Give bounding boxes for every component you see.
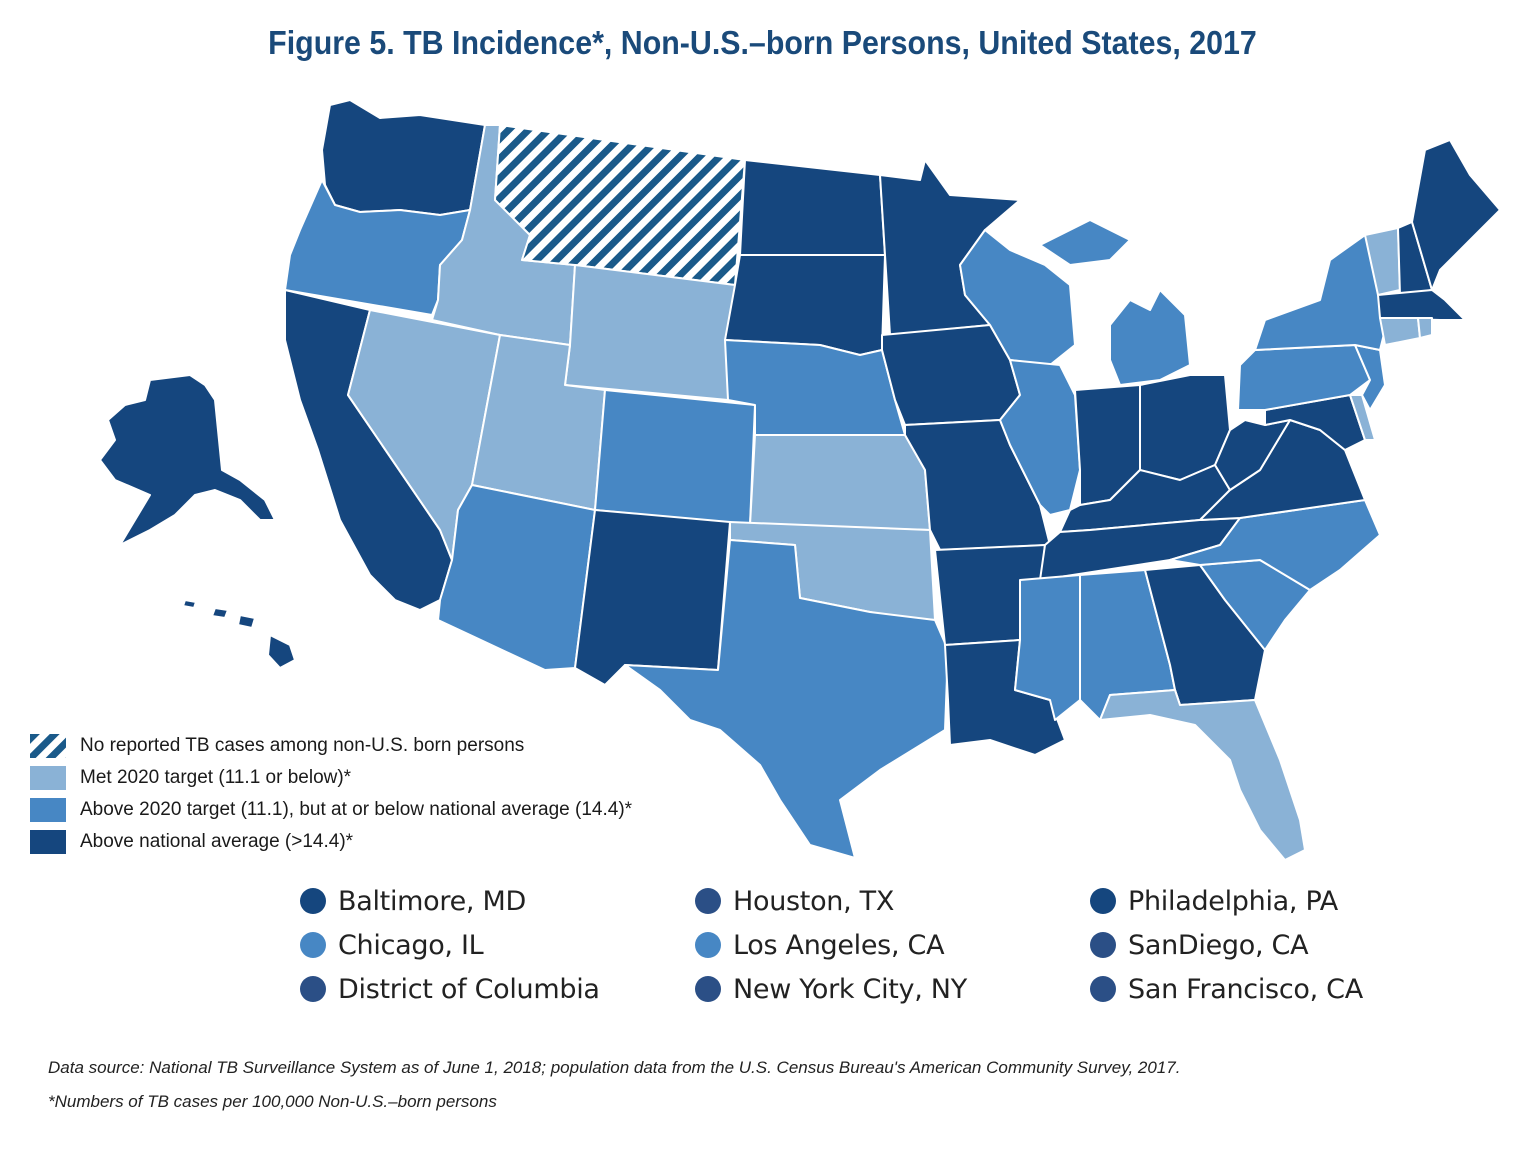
city-label: Los Angeles, CA bbox=[733, 929, 945, 961]
state-nm[interactable] bbox=[574, 509, 731, 686]
city-dot bbox=[300, 932, 326, 958]
legend-label: Above 2020 target (11.1), but at or belo… bbox=[80, 799, 633, 820]
state-az[interactable] bbox=[437, 484, 596, 671]
city-dot bbox=[695, 888, 721, 914]
legend-swatch-above-national bbox=[30, 830, 66, 854]
city-label: Chicago, IL bbox=[338, 929, 484, 961]
city-dot bbox=[1090, 888, 1116, 914]
state-co[interactable] bbox=[594, 389, 756, 526]
legend-item-met: Met 2020 target (11.1 or below)* bbox=[30, 762, 632, 794]
figure-title: Figure 5. TB Incidence*, Non-U.S.–born P… bbox=[268, 24, 1257, 61]
city-item: San Francisco, CA bbox=[1090, 968, 1450, 1010]
legend-item-above-national: Above national average (>14.4)* bbox=[30, 826, 632, 858]
state-fl[interactable] bbox=[1099, 689, 1306, 861]
state-mi[interactable] bbox=[1039, 219, 1191, 386]
city-item: Los Angeles, CA bbox=[695, 924, 1090, 966]
state-mt[interactable] bbox=[494, 124, 746, 286]
city-item: Houston, TX bbox=[695, 880, 1090, 922]
city-dot bbox=[300, 976, 326, 1002]
state-wa[interactable] bbox=[321, 99, 486, 216]
state-sd[interactable] bbox=[724, 254, 886, 356]
city-item: New York City, NY bbox=[695, 968, 1090, 1010]
legend-label: Above national average (>14.4)* bbox=[80, 831, 354, 852]
city-label: Philadelphia, PA bbox=[1128, 885, 1338, 917]
city-label: District of Columbia bbox=[338, 973, 600, 1005]
state-tx[interactable] bbox=[624, 539, 949, 859]
city-label: Baltimore, MD bbox=[338, 885, 526, 917]
city-label: SanDiego, CA bbox=[1128, 929, 1309, 961]
state-nd[interactable] bbox=[739, 159, 886, 256]
city-item: SanDiego, CA bbox=[1090, 924, 1450, 966]
legend-item-none: No reported TB cases among non-U.S. born… bbox=[30, 730, 632, 762]
state-ak[interactable] bbox=[99, 374, 276, 546]
city-legend: Baltimore, MD Houston, TX Philadelphia, … bbox=[300, 880, 1450, 1010]
city-dot bbox=[1090, 976, 1116, 1002]
state-ct[interactable] bbox=[1379, 317, 1421, 346]
legend-swatch-above-target bbox=[30, 798, 66, 822]
city-dot bbox=[300, 888, 326, 914]
city-label: Houston, TX bbox=[733, 885, 895, 917]
legend-swatch-hatched bbox=[30, 734, 66, 758]
city-item: Baltimore, MD bbox=[300, 880, 695, 922]
city-label: San Francisco, CA bbox=[1128, 973, 1363, 1005]
state-hi[interactable] bbox=[182, 599, 296, 669]
city-item: Chicago, IL bbox=[300, 924, 695, 966]
state-de[interactable] bbox=[1349, 394, 1376, 441]
city-item: Philadelphia, PA bbox=[1090, 880, 1450, 922]
state-ks[interactable] bbox=[749, 434, 931, 531]
state-ma[interactable] bbox=[1377, 289, 1466, 321]
state-me[interactable] bbox=[1411, 139, 1501, 291]
legend-label: No reported TB cases among non-U.S. born… bbox=[80, 735, 525, 756]
state-ne[interactable] bbox=[724, 339, 906, 436]
city-dot bbox=[695, 976, 721, 1002]
city-dot bbox=[695, 932, 721, 958]
legend: No reported TB cases among non-U.S. born… bbox=[30, 730, 632, 858]
legend-label: Met 2020 target (11.1 or below)* bbox=[80, 767, 352, 788]
state-ri[interactable] bbox=[1417, 317, 1433, 339]
legend-swatch-met bbox=[30, 766, 66, 790]
state-ny[interactable] bbox=[1254, 234, 1386, 351]
state-nc[interactable] bbox=[1169, 499, 1381, 591]
state-wy[interactable] bbox=[564, 264, 736, 401]
footnote: *Numbers of TB cases per 100,000 Non-U.S… bbox=[48, 1092, 497, 1111]
data-source-note: Data source: National TB Surveillance Sy… bbox=[48, 1058, 1181, 1077]
legend-item-above-target: Above 2020 target (11.1), but at or belo… bbox=[30, 794, 632, 826]
city-dot bbox=[1090, 932, 1116, 958]
state-il[interactable] bbox=[999, 359, 1081, 516]
city-label: New York City, NY bbox=[733, 973, 967, 1005]
city-item: District of Columbia bbox=[300, 968, 695, 1010]
